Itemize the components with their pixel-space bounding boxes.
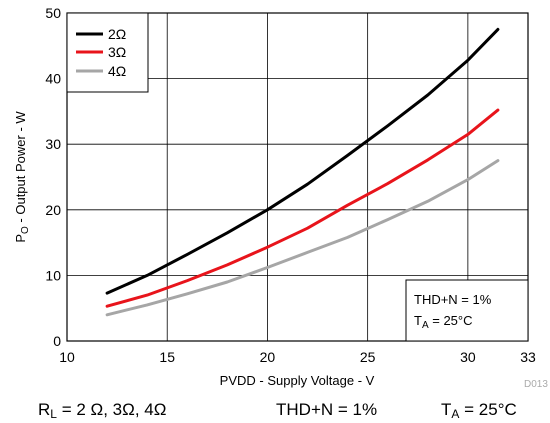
x-axis-label: PVDD - Supply Voltage - V	[220, 373, 375, 388]
legend-label-2ohm: 2Ω	[108, 26, 126, 42]
series-lines	[105, 27, 500, 317]
annotation-box	[405, 279, 529, 342]
x-tick-label: 30	[460, 349, 476, 365]
caption-temperature: TA = 25°C	[441, 400, 517, 421]
figure-id: D013	[524, 379, 548, 390]
legend: 2Ω 3Ω 4Ω	[66, 12, 149, 93]
y-tick-label: 50	[45, 5, 61, 21]
y-tick-label: 10	[45, 267, 61, 283]
series-line-3ohm	[105, 108, 500, 308]
y-tick-label: 40	[45, 71, 61, 87]
x-tick-label: 25	[360, 349, 376, 365]
x-tick-label: 10	[59, 349, 75, 365]
annotation-temperature: TA = 25°C	[414, 313, 473, 331]
legend-label-3ohm: 3Ω	[108, 44, 126, 60]
annotation-thd: THD+N = 1%	[414, 292, 492, 307]
y-tick-label: 0	[53, 333, 61, 349]
caption-load-resistance: RL = 2 Ω, 3Ω, 4Ω	[38, 400, 167, 421]
series-line-2ohm	[105, 27, 500, 295]
y-axis-label: PO - Output Power - W	[13, 111, 31, 243]
x-tick-label: 20	[260, 349, 276, 365]
conditions-annotation: THD+N = 1% TA = 25°C	[405, 279, 529, 342]
plot-frame	[66, 12, 529, 342]
y-tick-label: 30	[45, 136, 61, 152]
series-line-4ohm	[105, 159, 500, 317]
y-tick-label: 20	[45, 202, 61, 218]
x-tick-label: 15	[159, 349, 175, 365]
x-tick-label: 33	[520, 349, 536, 365]
legend-label-4ohm: 4Ω	[108, 63, 126, 79]
caption-thd: THD+N = 1%	[276, 400, 378, 419]
